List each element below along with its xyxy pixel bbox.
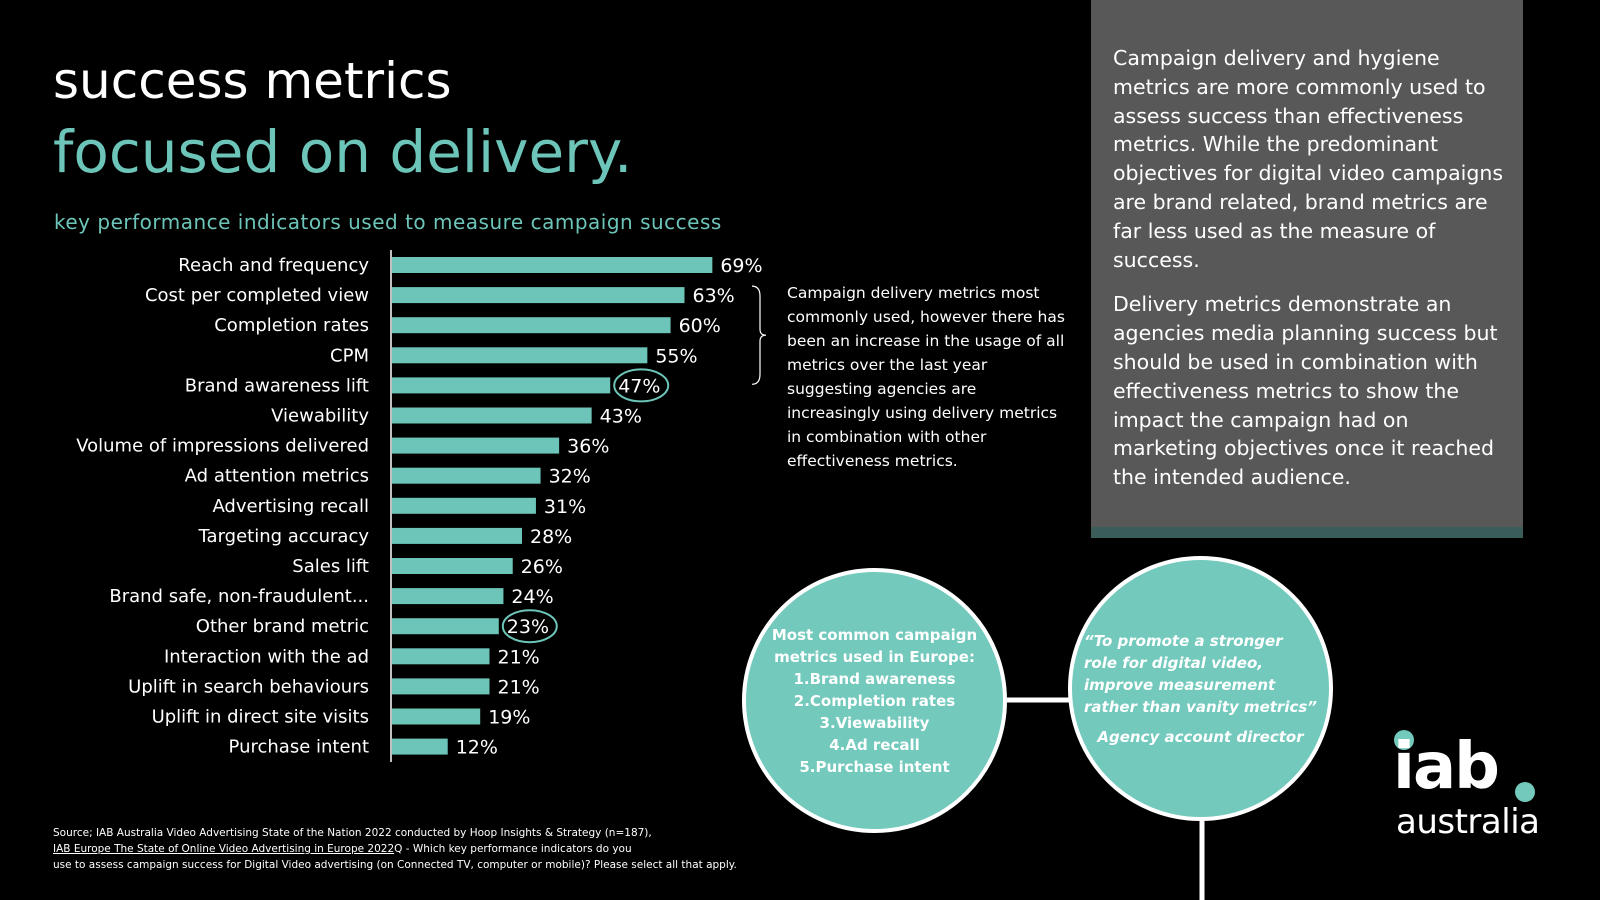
category-label: Targeting accuracy — [198, 526, 370, 547]
category-label: Brand safe, non-fraudulent... — [109, 586, 369, 607]
category-label: Purchase intent — [229, 737, 369, 758]
bar — [392, 678, 490, 695]
bar — [392, 377, 611, 394]
value-label: 23% — [507, 616, 549, 638]
category-label: Viewability — [271, 406, 369, 427]
bracket — [751, 285, 767, 385]
quote-circle: “To promote a stronger role for digital … — [1068, 556, 1333, 821]
value-label: 31% — [544, 496, 586, 518]
value-label: 69% — [720, 255, 762, 277]
bar — [392, 738, 448, 755]
iab-logo-wordmark: iab — [1393, 730, 1500, 804]
quote-line-2: role for digital video, — [1084, 653, 1263, 672]
highlight-ring — [613, 368, 670, 403]
bar — [392, 618, 499, 635]
logo-dot-icon — [1515, 782, 1535, 802]
europe-item: 2.Completion rates — [793, 691, 956, 710]
value-label: 60% — [679, 315, 721, 337]
source-line-2: IAB Europe The State of Online Video Adv… — [53, 841, 793, 857]
category-label: Sales lift — [292, 556, 369, 577]
summary-paragraph-2: Delivery metrics demonstrate an agencies… — [1113, 292, 1498, 490]
value-label: 28% — [530, 526, 572, 548]
logo-dot-icon — [1394, 730, 1414, 750]
category-label: Advertising recall — [212, 496, 369, 517]
category-label: Cost per completed view — [145, 285, 369, 306]
category-label: Uplift in direct site visits — [152, 707, 369, 728]
title-line-2: focused on delivery. — [53, 118, 633, 186]
europe-item: 1.Brand awareness — [793, 669, 956, 688]
bar — [392, 648, 490, 665]
europe-metrics-circle: Most common campaign metrics used in Eur… — [742, 568, 1007, 833]
europe-heading-line-1: Most common campaign — [771, 625, 978, 644]
quote-author: Agency account director — [1097, 727, 1304, 746]
category-label: Completion rates — [214, 315, 369, 336]
value-label: 21% — [498, 676, 540, 698]
category-label: Uplift in search behaviours — [128, 676, 369, 697]
bar — [392, 527, 522, 544]
category-label: Other brand metric — [196, 616, 369, 637]
value-label: 55% — [655, 345, 697, 367]
summary-paragraph-1: Campaign delivery and hygiene metrics ar… — [1113, 46, 1504, 272]
category-label: Ad attention metrics — [185, 466, 369, 487]
chart-subtitle: key performance indicators used to measu… — [54, 210, 722, 234]
europe-item: 3.Viewability — [819, 713, 930, 732]
category-label: CPM — [330, 345, 369, 366]
bar — [392, 287, 685, 304]
source-report-link[interactable]: IAB Europe The State of Online Video Adv… — [53, 843, 395, 855]
category-label: Reach and frequency — [178, 255, 369, 276]
value-label: 32% — [549, 466, 591, 488]
value-label: 24% — [511, 586, 553, 608]
value-label: 19% — [488, 707, 530, 729]
value-label: 36% — [567, 436, 609, 458]
quote-line-4: rather than vanity metrics” — [1084, 697, 1317, 716]
value-label: 63% — [693, 285, 735, 307]
value-label: 47% — [618, 375, 660, 397]
bar — [392, 467, 541, 484]
quote-line-3: improve measurement — [1084, 675, 1276, 694]
category-label: Volume of impressions delivered — [76, 436, 369, 457]
delivery-metrics-note: Campaign delivery metrics most commonly … — [787, 284, 1065, 470]
summary-panel — [1091, 0, 1523, 527]
bar — [392, 317, 671, 334]
bar — [392, 347, 648, 364]
category-label: Brand awareness lift — [185, 375, 369, 396]
summary-panel-text: Campaign delivery and hygiene metrics ar… — [1113, 44, 1508, 508]
iab-logo-subtitle: australia — [1396, 802, 1540, 842]
source-line-3: use to assess campaign success for Digit… — [53, 859, 737, 871]
source-line-1: Source; IAB Australia Video Advertising … — [53, 827, 652, 839]
source-footnote: Source; IAB Australia Video Advertising … — [53, 825, 793, 873]
value-label: 26% — [521, 556, 563, 578]
bar — [392, 497, 536, 514]
bar — [392, 407, 592, 424]
summary-panel-accent-bar — [1091, 527, 1523, 538]
value-label: 12% — [456, 737, 498, 759]
bar — [392, 257, 713, 273]
europe-heading-line-2: metrics used in Europe: — [774, 647, 975, 666]
value-label: 21% — [498, 646, 540, 668]
category-label: Interaction with the ad — [164, 646, 369, 667]
quote-text: “To promote a stronger role for digital … — [1084, 630, 1317, 718]
source-question: Q - Which key performance indicators do … — [394, 843, 632, 855]
europe-item: 5.Purchase intent — [799, 757, 950, 776]
value-label: 43% — [600, 406, 642, 428]
bar — [392, 708, 481, 725]
title-line-1: success metrics — [53, 52, 452, 110]
bar — [392, 558, 513, 574]
bar — [392, 588, 504, 605]
highlight-ring — [501, 609, 558, 644]
bar — [392, 437, 560, 454]
europe-item: 4.Ad recall — [829, 735, 920, 754]
quote-line-1: “To promote a stronger — [1084, 631, 1283, 650]
